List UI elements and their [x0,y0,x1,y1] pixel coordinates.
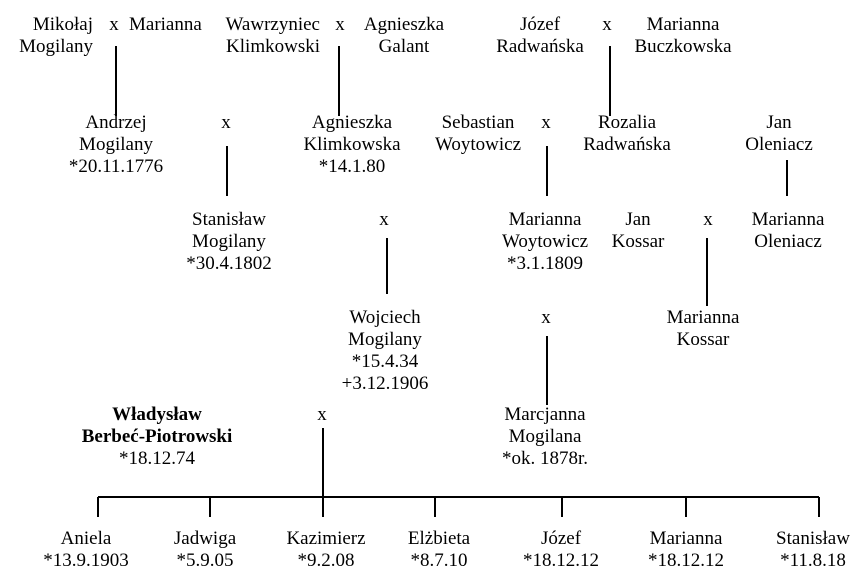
child-birth-date: *13.9.1903 [43,550,129,571]
person-birth-date: *18.12.74 [119,448,195,469]
person-surname: Klimkowska [303,134,401,155]
person-sebastian-woytowicz: Sebastian Woytowicz [435,112,521,156]
person-name: Jan [766,112,792,133]
person-death-date: +3.12.1906 [341,373,429,394]
person-name: Agnieszka [311,112,393,133]
child-marianna: Marianna *18.12.12 [648,528,724,572]
person-name: Józef [519,14,561,35]
person-birth-date: *20.11.1776 [68,156,164,177]
person-name: Jan [625,209,651,230]
person-birth-date: *3.1.1809 [507,253,583,274]
child-name: Stanisław [776,528,850,549]
person-surname: Mogilany [19,36,93,57]
child-birth-date: *11.8.18 [780,550,846,571]
person-surname: Berbeć-Piotrowski [81,426,233,447]
child-name: Aniela [60,528,112,549]
marriage-symbol: x [541,112,551,133]
person-surname: Mogilany [79,134,153,155]
marriage-symbol: x [335,14,345,35]
person-surname: Mogilana [508,426,582,447]
person-wladyslaw-berbec-piotrowski: Władysław Berbeć-Piotrowski *18.12.74 [82,404,233,470]
person-name: Mikołaj [32,14,93,35]
marriage-symbol: x [541,307,551,328]
person-surname: Klimkowski [226,36,320,57]
person-name: Marianna [666,307,740,328]
marriage-symbol: x [317,404,327,425]
person-birth-date: *ok. 1878r. [501,448,589,469]
person-name: Wawrzyniec [225,14,320,35]
child-name: Kazimierz [286,528,366,549]
person-name: Wojciech [349,307,421,328]
person-stanislaw-mogilany: Stanisław Mogilany *30.4.1802 [186,209,272,275]
person-name: Andrzej [85,112,147,133]
marriage-symbol: x [602,14,612,35]
person-name: Rozalia [597,112,657,133]
person-surname: Radwańska [583,134,671,155]
person-jan-oleniacz: Jan Oleniacz [745,112,813,156]
child-name: Józef [540,528,582,549]
person-marianna-oleniacz: Marianna Oleniacz [752,209,825,253]
person-name: Marianna [646,14,720,35]
person-marianna: Marianna [129,14,202,36]
person-name: Stanisław [192,209,266,230]
child-birth-date: *8.7.10 [410,550,468,571]
marriage-symbol: x [221,112,231,133]
person-marianna-woytowicz: Marianna Woytowicz *3.1.1809 [502,209,588,275]
person-name: Marcjanna [504,404,586,425]
person-surname: Oleniacz [745,134,813,155]
child-aniela: Aniela *13.9.1903 [43,528,129,572]
person-marcjanna-mogilana: Marcjanna Mogilana *ok. 1878r. [502,404,588,470]
person-surname: Mogilany [192,231,266,252]
person-mikolaj-mogilany: Mikołaj Mogilany [19,14,93,58]
person-andrzej-mogilany: Andrzej Mogilany *20.11.1776 [69,112,163,178]
person-surname: Buczkowska [634,36,732,57]
person-name: Marianna [129,14,202,35]
person-rozalia-radwanska: Rozalia Radwańska [583,112,671,156]
child-name: Jadwiga [173,528,237,549]
person-agnieszka-galant: Agnieszka Galant [364,14,444,58]
child-jozef: Józef *18.12.12 [523,528,599,572]
person-name: Agnieszka [363,14,445,35]
person-marianna-buczkowska: Marianna Buczkowska [634,14,731,58]
person-surname: Mogilany [348,329,422,350]
person-wojciech-mogilany: Wojciech Mogilany *15.4.34 +3.12.1906 [342,307,429,395]
person-birth-date: *15.4.34 [351,351,419,372]
marriage-symbol: x [109,14,119,35]
marriage-symbol: x [703,209,713,230]
person-surname: Kossar [611,231,665,252]
person-name: Marianna [508,209,582,230]
person-surname: Radwańska [496,36,584,57]
person-name: Sebastian [441,112,515,133]
person-jozef-radwanska: Józef Radwańska [496,14,584,58]
child-birth-date: *18.12.12 [523,550,599,571]
person-agnieszka-klimkowska: Agnieszka Klimkowska *14.1.80 [303,112,400,178]
child-elzbieta: Elżbieta *8.7.10 [408,528,470,572]
child-name: Marianna [649,528,723,549]
person-surname: Kossar [676,329,730,350]
child-name: Elżbieta [407,528,471,549]
child-stanislaw: Stanisław *11.8.18 [776,528,850,572]
person-jan-kossar: Jan Kossar [612,209,665,253]
person-marianna-kossar: Marianna Kossar [667,307,740,351]
person-name: Władysław [112,404,202,425]
child-birth-date: *5.9.05 [176,550,234,571]
person-surname: Galant [378,36,430,57]
person-surname: Woytowicz [434,134,522,155]
person-name: Marianna [751,209,825,230]
child-birth-date: *9.2.08 [297,550,355,571]
child-birth-date: *18.12.12 [648,550,724,571]
child-kazimierz: Kazimierz *9.2.08 [286,528,365,572]
person-birth-date: *30.4.1802 [186,253,272,274]
person-surname: Woytowicz [501,231,589,252]
person-surname: Oleniacz [754,231,822,252]
marriage-symbol: x [379,209,389,230]
person-birth-date: *14.1.80 [318,156,386,177]
person-wawrzyniec-klimkowski: Wawrzyniec Klimkowski [226,14,320,58]
child-jadwiga: Jadwiga *5.9.05 [174,528,236,572]
